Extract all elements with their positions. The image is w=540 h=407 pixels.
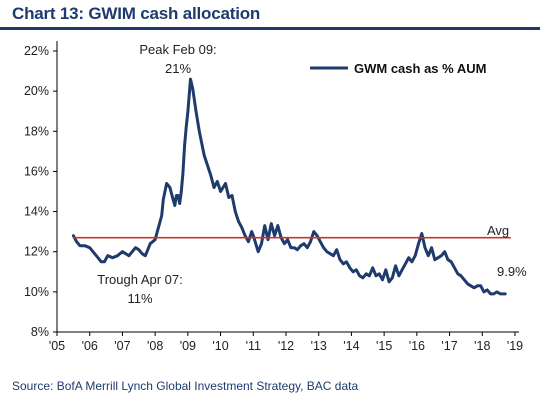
x-tick-label: '11 <box>246 339 261 353</box>
series-line-gwm-cash <box>71 77 507 296</box>
x-tick-label: '18 <box>474 339 490 353</box>
x-tick-label: '10 <box>212 339 228 353</box>
x-tick-label: '19 <box>507 339 523 353</box>
annotation-peak-line1: Peak Feb 09: <box>139 42 216 57</box>
y-tick-label: 8% <box>31 325 49 339</box>
y-tick-label: 22% <box>24 44 49 58</box>
legend-label: GWM cash as % AUM <box>354 61 486 76</box>
y-tick-label: 20% <box>24 84 49 98</box>
annotation-peak-line2: 21% <box>165 61 191 76</box>
y-tick-label: 18% <box>24 124 49 138</box>
x-tick-label: '05 <box>49 339 65 353</box>
x-tick-label: '08 <box>147 339 163 353</box>
x-tick-label: '14 <box>343 339 359 353</box>
x-tick-label: '06 <box>82 339 98 353</box>
x-tick-label: '16 <box>409 339 425 353</box>
x-tick-label: '15 <box>376 339 392 353</box>
annotation-trough-line1: Trough Apr 07: <box>97 272 183 287</box>
x-tick-label: '12 <box>278 339 294 353</box>
y-tick-label: 12% <box>24 245 49 259</box>
title-bar: Chart 13: GWIM cash allocation <box>0 0 540 30</box>
annotation-last-value: 9.9% <box>497 264 527 279</box>
annotation-avg: Avg <box>487 223 509 238</box>
x-tick-label: '17 <box>441 339 457 353</box>
marks-group <box>71 77 511 296</box>
y-tick-label: 10% <box>24 285 49 299</box>
chart-title: Chart 13: GWIM cash allocation <box>12 4 261 23</box>
annotation-trough-line2: 11% <box>127 291 152 306</box>
y-tick-label: 14% <box>24 205 49 219</box>
source-note: Source: BofA Merrill Lynch Global Invest… <box>12 379 359 393</box>
y-tick-label: 16% <box>24 164 49 178</box>
x-tick-label: '13 <box>311 339 327 353</box>
x-tick-label: '09 <box>180 339 196 353</box>
axes-group: 8% 10% 12% 14% 16% 18% 20% 22% '05 '06 '07 '08 '09 '1… <box>24 41 523 353</box>
x-tick-label: '07 <box>114 339 130 353</box>
labels-group: GWM cash as % AUM Peak Feb 09: 21% Trough A… <box>97 42 527 306</box>
